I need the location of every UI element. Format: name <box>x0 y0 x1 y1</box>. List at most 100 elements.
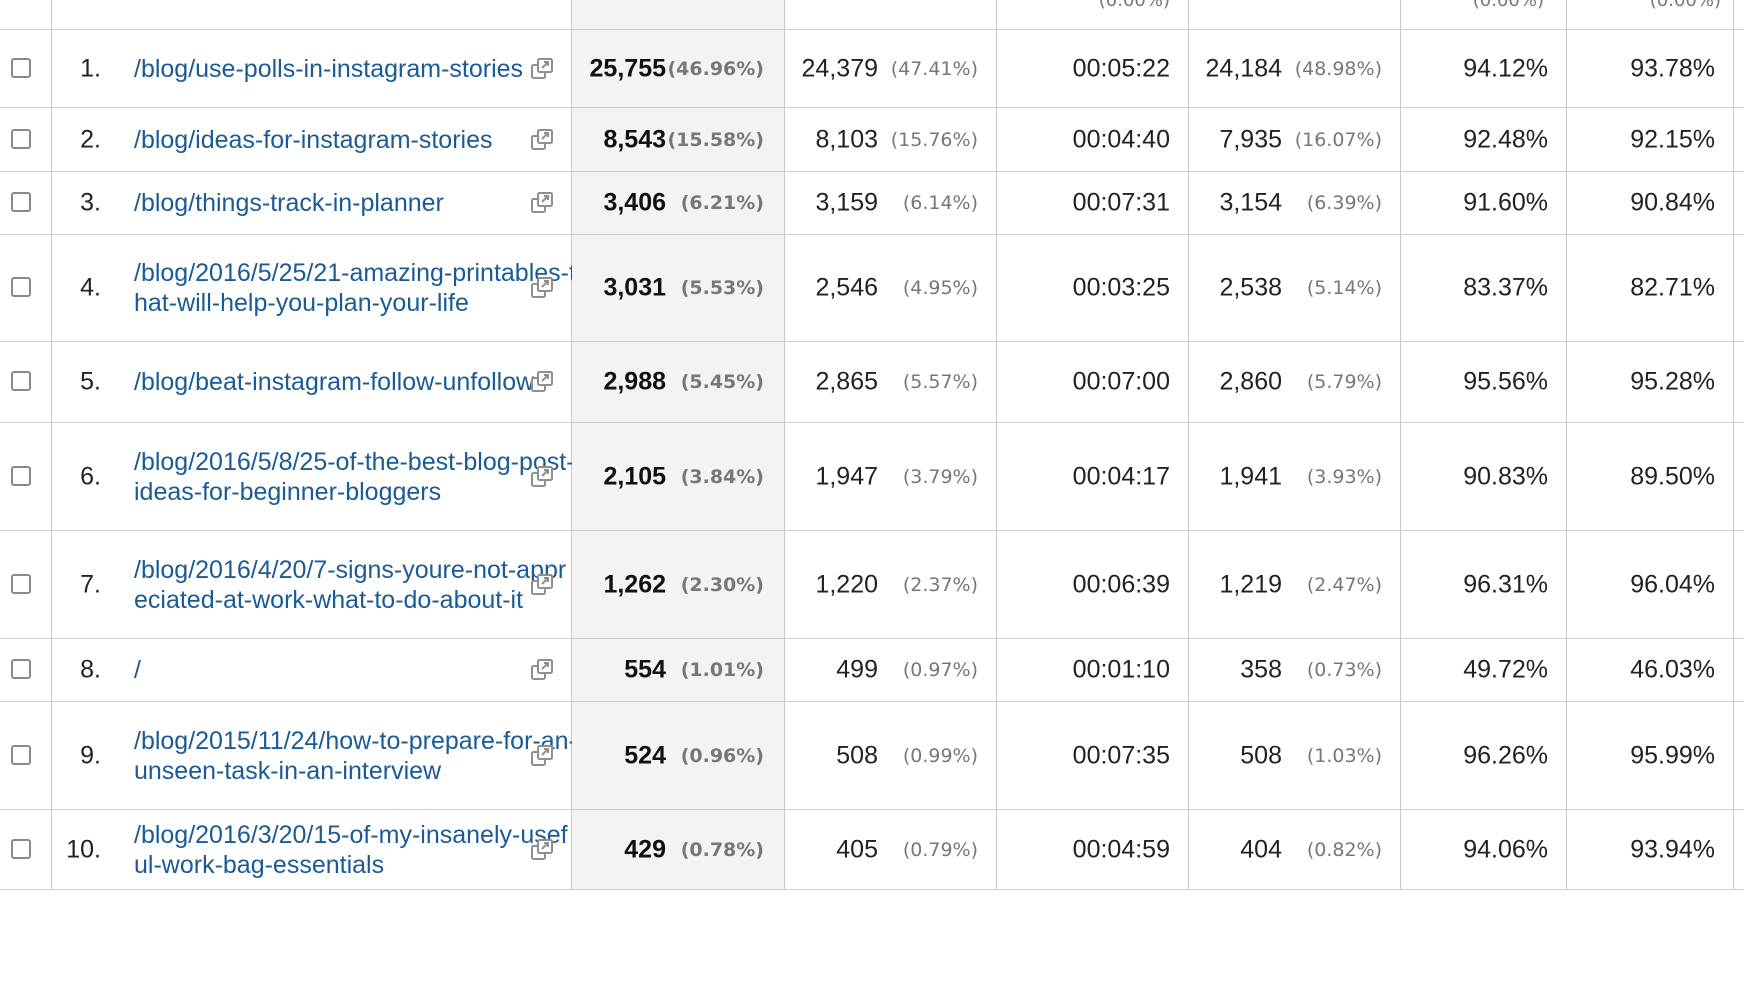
page-path-link[interactable]: /blog/beat-instagram-follow-unfollow <box>134 368 535 396</box>
row-checkbox[interactable] <box>11 744 31 765</box>
bounce-rate-value: 92.48% <box>1463 125 1548 153</box>
row-checkbox[interactable] <box>11 371 31 391</box>
page-path-link[interactable]: / <box>134 656 141 684</box>
external-link-icon[interactable] <box>530 744 554 768</box>
page-path-link[interactable]: /blog/use-polls-in-instagram-stories <box>134 54 524 83</box>
unique-pageviews-value: 499 <box>836 655 878 684</box>
page-path-link[interactable]: /blog/2016/4/20/7-signs-youre-not-apprec… <box>134 555 567 614</box>
bounce-rate-cell: 94.06% <box>1401 810 1567 889</box>
pageviews-percent: (1.01%) <box>680 659 764 681</box>
table-row: 5. /blog/beat-instagram-follow-unfollow … <box>0 342 1744 423</box>
bounce-rate-value: 95.56% <box>1463 367 1548 396</box>
avg-time-value: 00:04:40 <box>1072 125 1170 153</box>
entrances-percent: (0.73%) <box>1306 659 1382 681</box>
entrances-value: 1,219 <box>1219 570 1282 598</box>
table-row: 10. /blog/2016/3/20/15-of-my-insanely-us… <box>0 810 1744 890</box>
row-checkbox[interactable] <box>11 277 31 297</box>
external-link-icon[interactable] <box>530 658 554 682</box>
avg-time-value: 00:01:10 <box>1072 655 1170 684</box>
page-cell: 8. / <box>52 639 572 701</box>
row-rank: 6. <box>80 462 101 490</box>
page-path-link[interactable]: /blog/2016/3/20/15-of-my-insanely-useful… <box>134 820 568 879</box>
pageviews-cell: 25,755 (46.96%) <box>572 30 785 107</box>
row-checkbox[interactable] <box>11 838 31 859</box>
unique-pageviews-cell: 2,546 (4.95%) <box>785 235 997 341</box>
bounce-rate-cell: 90.83% <box>1401 423 1567 530</box>
page-path-link[interactable]: /blog/things-track-in-planner <box>134 189 444 217</box>
exit-percent-value: 93.94% <box>1630 835 1715 863</box>
external-link-icon[interactable] <box>530 276 554 300</box>
entrances-value: 2,860 <box>1219 367 1282 396</box>
pageviews-percent: (5.53%) <box>680 277 764 299</box>
checkbox-cell <box>0 172 52 234</box>
unique-pageviews-value: 8,103 <box>815 125 878 153</box>
unique-pageviews-value: 508 <box>836 741 878 769</box>
avg-time-value: 00:07:35 <box>1072 741 1170 769</box>
entrances-percent: (16.07%) <box>1294 128 1382 151</box>
entrances-cell: 1,219 (2.47%) <box>1189 531 1401 638</box>
entrances-percent: (5.79%) <box>1306 371 1382 393</box>
page-cell: 3. /blog/things-track-in-planner <box>52 172 572 234</box>
exit-percent-value: 89.50% <box>1630 462 1715 490</box>
row-checkbox[interactable] <box>11 57 31 78</box>
avg-time-cell: 00:06:39 <box>997 531 1189 638</box>
external-link-icon[interactable] <box>530 370 554 394</box>
external-link-icon[interactable] <box>530 573 554 597</box>
avg-time-value: 00:07:31 <box>1072 188 1170 217</box>
avg-time-cell: 00:03:25 <box>997 235 1189 341</box>
external-link-icon[interactable] <box>530 838 554 862</box>
checkbox-cell <box>0 810 52 889</box>
pageviews-cell: 1,262 (2.30%) <box>572 531 785 638</box>
page-path-link[interactable]: /blog/2015/11/24/how-to-prepare-for-an-u… <box>134 726 577 785</box>
row-checkbox[interactable] <box>11 465 31 486</box>
row-rank: 8. <box>80 655 101 684</box>
avg-time-cell: 00:04:17 <box>997 423 1189 530</box>
exit-percent-cell: 95.28% <box>1567 342 1734 422</box>
unique-pageviews-percent: (47.41%) <box>890 57 978 80</box>
entrances-percent: (5.14%) <box>1306 277 1382 299</box>
external-link-icon[interactable] <box>530 128 554 152</box>
external-link-icon[interactable] <box>530 191 554 215</box>
unique-pageviews-percent: (6.14%) <box>902 192 978 214</box>
table-row: 6. /blog/2016/5/8/25-of-the-best-blog-po… <box>0 423 1744 531</box>
unique-pageviews-percent: (5.57%) <box>902 371 978 393</box>
pageviews-value: 3,031 <box>603 273 666 302</box>
entrances-value: 7,935 <box>1219 125 1282 153</box>
exit-percent-value: 96.04% <box>1630 570 1715 598</box>
unique-pageviews-value: 1,947 <box>815 462 878 490</box>
external-link-icon[interactable] <box>530 465 554 489</box>
bounce-rate-value: 91.60% <box>1463 188 1548 217</box>
table-row: 9. /blog/2015/11/24/how-to-prepare-for-a… <box>0 702 1744 810</box>
unique-pageviews-cell: 508 (0.99%) <box>785 702 997 809</box>
pageviews-percent: (6.21%) <box>680 192 764 214</box>
table-row: 8. / 554 (1.01%) 499 (0.97%) 00:01:10 <box>0 639 1744 702</box>
pageviews-percent: (46.96%) <box>667 57 764 80</box>
unique-pageviews-value: 1,220 <box>815 570 878 598</box>
row-checkbox[interactable] <box>11 192 31 212</box>
exit-percent-cell: 93.94% <box>1567 810 1734 889</box>
bounce-rate-cell: 91.60% <box>1401 172 1567 234</box>
bounce-rate-cell: 96.31% <box>1401 531 1567 638</box>
row-checkbox[interactable] <box>11 573 31 594</box>
row-rank: 7. <box>80 570 101 598</box>
pageviews-cell: 524 (0.96%) <box>572 702 785 809</box>
bounce-rate-value: 96.26% <box>1463 741 1548 769</box>
row-checkbox[interactable] <box>11 659 31 679</box>
pageviews-percent: (0.96%) <box>680 744 764 767</box>
checkbox-cell <box>0 30 52 107</box>
external-link-icon[interactable] <box>530 57 554 81</box>
row-rank: 9. <box>80 741 101 769</box>
exit-percent-cell: 93.78% <box>1567 30 1734 107</box>
unique-pageviews-cell: 1,220 (2.37%) <box>785 531 997 638</box>
row-checkbox[interactable] <box>11 128 31 149</box>
page-path-link[interactable]: /blog/ideas-for-instagram-stories <box>134 125 493 154</box>
checkbox-cell <box>0 342 52 422</box>
unique-pageviews-percent: (0.99%) <box>902 744 978 767</box>
page-cell: 2. /blog/ideas-for-instagram-stories <box>52 108 572 171</box>
avg-time-cell: 00:05:22 <box>997 30 1189 107</box>
page-path-link[interactable]: /blog/2016/5/25/21-amazing-printables-th… <box>134 259 576 317</box>
page-path-link[interactable]: /blog/2016/5/8/25-of-the-best-blog-post-… <box>134 447 575 506</box>
page-cell: 9. /blog/2015/11/24/how-to-prepare-for-a… <box>52 702 577 809</box>
unique-pageviews-cell: 2,865 (5.57%) <box>785 342 997 422</box>
entrances-percent: (6.39%) <box>1306 192 1382 214</box>
